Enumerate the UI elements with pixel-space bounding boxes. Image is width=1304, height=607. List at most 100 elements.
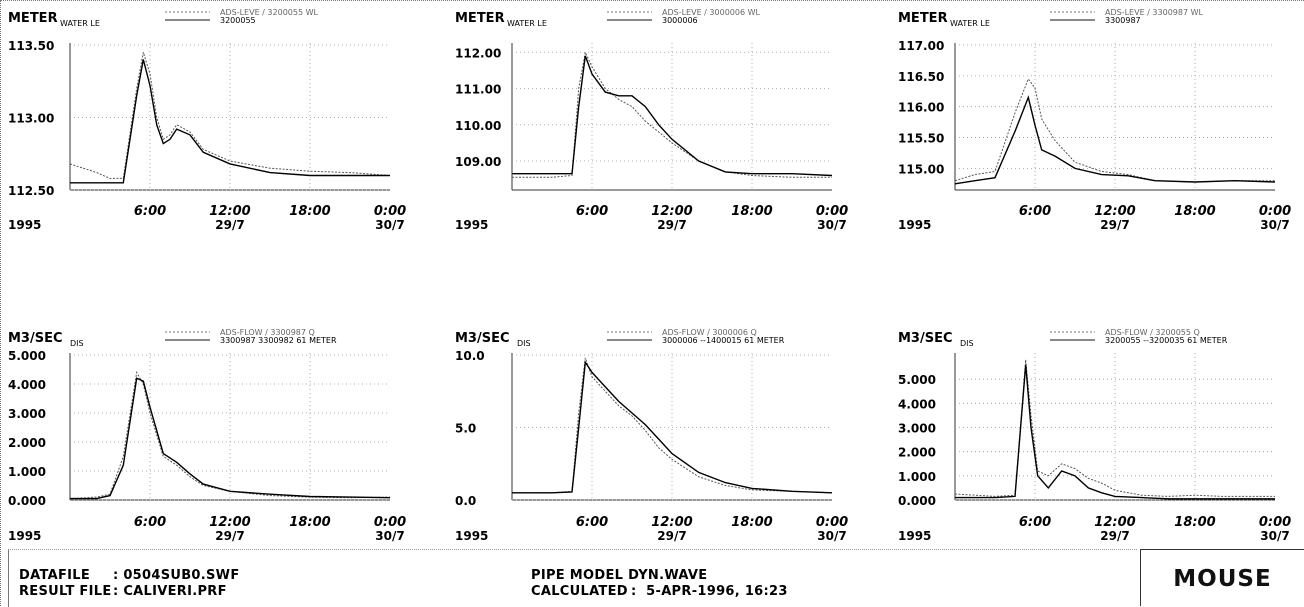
series-label: WATER LE — [507, 19, 547, 28]
y-tick-label: 0.000 — [898, 494, 936, 508]
series-line-measured — [69, 52, 391, 179]
series-line-computed — [512, 55, 833, 177]
x-tick-label: 0:00 — [374, 204, 406, 219]
date-label: 29/7 — [657, 529, 686, 543]
y-tick-label: 5.000 — [898, 373, 936, 387]
x-tick-label: 12:00 — [651, 204, 692, 219]
y-tick-label: 111.00 — [455, 83, 501, 97]
date-label: 30/7 — [375, 529, 404, 543]
model-text: PIPE MODEL DYN.WAVE — [531, 568, 708, 583]
calc-label: CALCULATED — [531, 584, 628, 599]
x-tick-label: 0:00 — [1259, 515, 1291, 530]
y-tick-label: 112.00 — [455, 46, 501, 60]
year-label: 1995 — [8, 529, 41, 543]
legend-entry: ADS-LEVE / 3000006 WL — [662, 8, 761, 17]
result-value: : CALIVERI.PRF — [113, 584, 227, 599]
x-tick-label: 18:00 — [731, 204, 772, 219]
legend-entry: 3300987 3300982 61 METER — [220, 336, 337, 345]
x-tick-label: 6:00 — [1019, 204, 1051, 219]
x-tick-label: 0:00 — [374, 515, 406, 530]
mouse-logo: MOUSE — [1173, 566, 1272, 592]
y-tick-label: 5.000 — [8, 349, 46, 363]
series-line-computed — [954, 95, 1276, 185]
x-tick-label: 18:00 — [289, 515, 330, 530]
legend-entry: 3000006 — [662, 16, 698, 25]
unit-label: METER — [455, 11, 505, 26]
y-tick-label: 1.000 — [8, 465, 46, 479]
date-label: 30/7 — [817, 218, 846, 232]
legend-entry: ADS-LEVE / 3300987 WL — [1105, 8, 1204, 17]
series-label: DIS — [960, 339, 974, 348]
x-tick-label: 6:00 — [576, 515, 608, 530]
y-tick-label: 117.00 — [898, 39, 944, 53]
y-tick-label: 3.000 — [898, 422, 936, 436]
y-tick-label: 5.0 — [455, 422, 476, 436]
x-tick-label: 0:00 — [816, 204, 848, 219]
result-label: RESULT FILE — [19, 584, 112, 599]
x-tick-label: 6:00 — [134, 204, 166, 219]
date-label: 29/7 — [657, 218, 686, 232]
date-label: 29/7 — [215, 529, 244, 543]
legend-entry: ADS-FLOW / 3200055 Q — [1105, 328, 1200, 337]
date-label: 30/7 — [375, 218, 404, 232]
series-line-computed — [70, 59, 390, 184]
series-label: DIS — [517, 339, 531, 348]
series-line-computed — [70, 377, 391, 500]
y-tick-label: 113.00 — [8, 112, 54, 126]
x-tick-label: 18:00 — [289, 204, 330, 219]
x-tick-label: 18:00 — [1174, 515, 1215, 530]
unit-label: M3/SEC — [898, 331, 953, 346]
x-tick-label: 18:00 — [1174, 204, 1215, 219]
x-tick-label: 18:00 — [731, 515, 772, 530]
legend-entry: 3000006 --1400015 61 METER — [662, 336, 785, 345]
y-tick-label: 2.000 — [898, 446, 936, 460]
y-tick-label: 4.000 — [8, 378, 46, 392]
series-label: DIS — [70, 339, 84, 348]
year-label: 1995 — [455, 529, 488, 543]
series-line-computed — [512, 360, 833, 494]
date-label: 29/7 — [1100, 529, 1129, 543]
series-line-measured — [954, 77, 1275, 183]
y-tick-label: 115.00 — [898, 162, 944, 176]
unit-label: M3/SEC — [455, 331, 510, 346]
x-tick-label: 0:00 — [1259, 204, 1291, 219]
y-tick-label: 112.50 — [8, 184, 54, 198]
date-label: 30/7 — [1260, 529, 1289, 543]
y-tick-label: 116.00 — [898, 101, 944, 115]
y-tick-label: 116.50 — [898, 70, 944, 84]
date-label: 30/7 — [1260, 218, 1289, 232]
x-tick-label: 12:00 — [209, 204, 250, 219]
series-line-measured — [512, 357, 833, 494]
x-tick-label: 6:00 — [134, 515, 166, 530]
y-tick-label: 2.000 — [8, 436, 46, 450]
legend-entry: ADS-FLOW / 3300987 Q — [220, 328, 315, 337]
date-label: 29/7 — [1100, 218, 1129, 232]
unit-label: METER — [898, 11, 948, 26]
date-label: 29/7 — [215, 218, 244, 232]
x-tick-label: 12:00 — [209, 515, 250, 530]
y-tick-label: 113.50 — [8, 39, 54, 53]
legend-entry: 3200055 --3200035 61 METER — [1105, 336, 1228, 345]
y-tick-label: 110.00 — [455, 119, 501, 133]
series-label: WATER LE — [60, 19, 100, 28]
series-line-measured — [69, 370, 391, 500]
y-tick-label: 4.000 — [898, 397, 936, 411]
x-tick-label: 12:00 — [1094, 204, 1135, 219]
datafile-value: : 0504SUB0.SWF — [113, 568, 240, 583]
logo-box: MOUSE — [1140, 549, 1304, 606]
legend-entry: 3200055 — [220, 16, 256, 25]
x-tick-label: 6:00 — [1019, 515, 1051, 530]
y-tick-label: 115.50 — [898, 132, 944, 146]
y-tick-label: 10.0 — [455, 349, 485, 363]
date-label: 30/7 — [817, 529, 846, 543]
footer: DATAFILE : 0504SUB0.SWF RESULT FILE : CA… — [8, 549, 1137, 607]
legend-entry: 3300987 — [1105, 16, 1141, 25]
year-label: 1995 — [8, 218, 41, 232]
datafile-label: DATAFILE — [19, 568, 91, 583]
unit-label: METER — [8, 11, 58, 26]
calc-value: : 5-APR-1996, 16:23 — [631, 584, 788, 599]
unit-label: M3/SEC — [8, 331, 63, 346]
legend-entry: ADS-LEVE / 3200055 WL — [220, 8, 319, 17]
